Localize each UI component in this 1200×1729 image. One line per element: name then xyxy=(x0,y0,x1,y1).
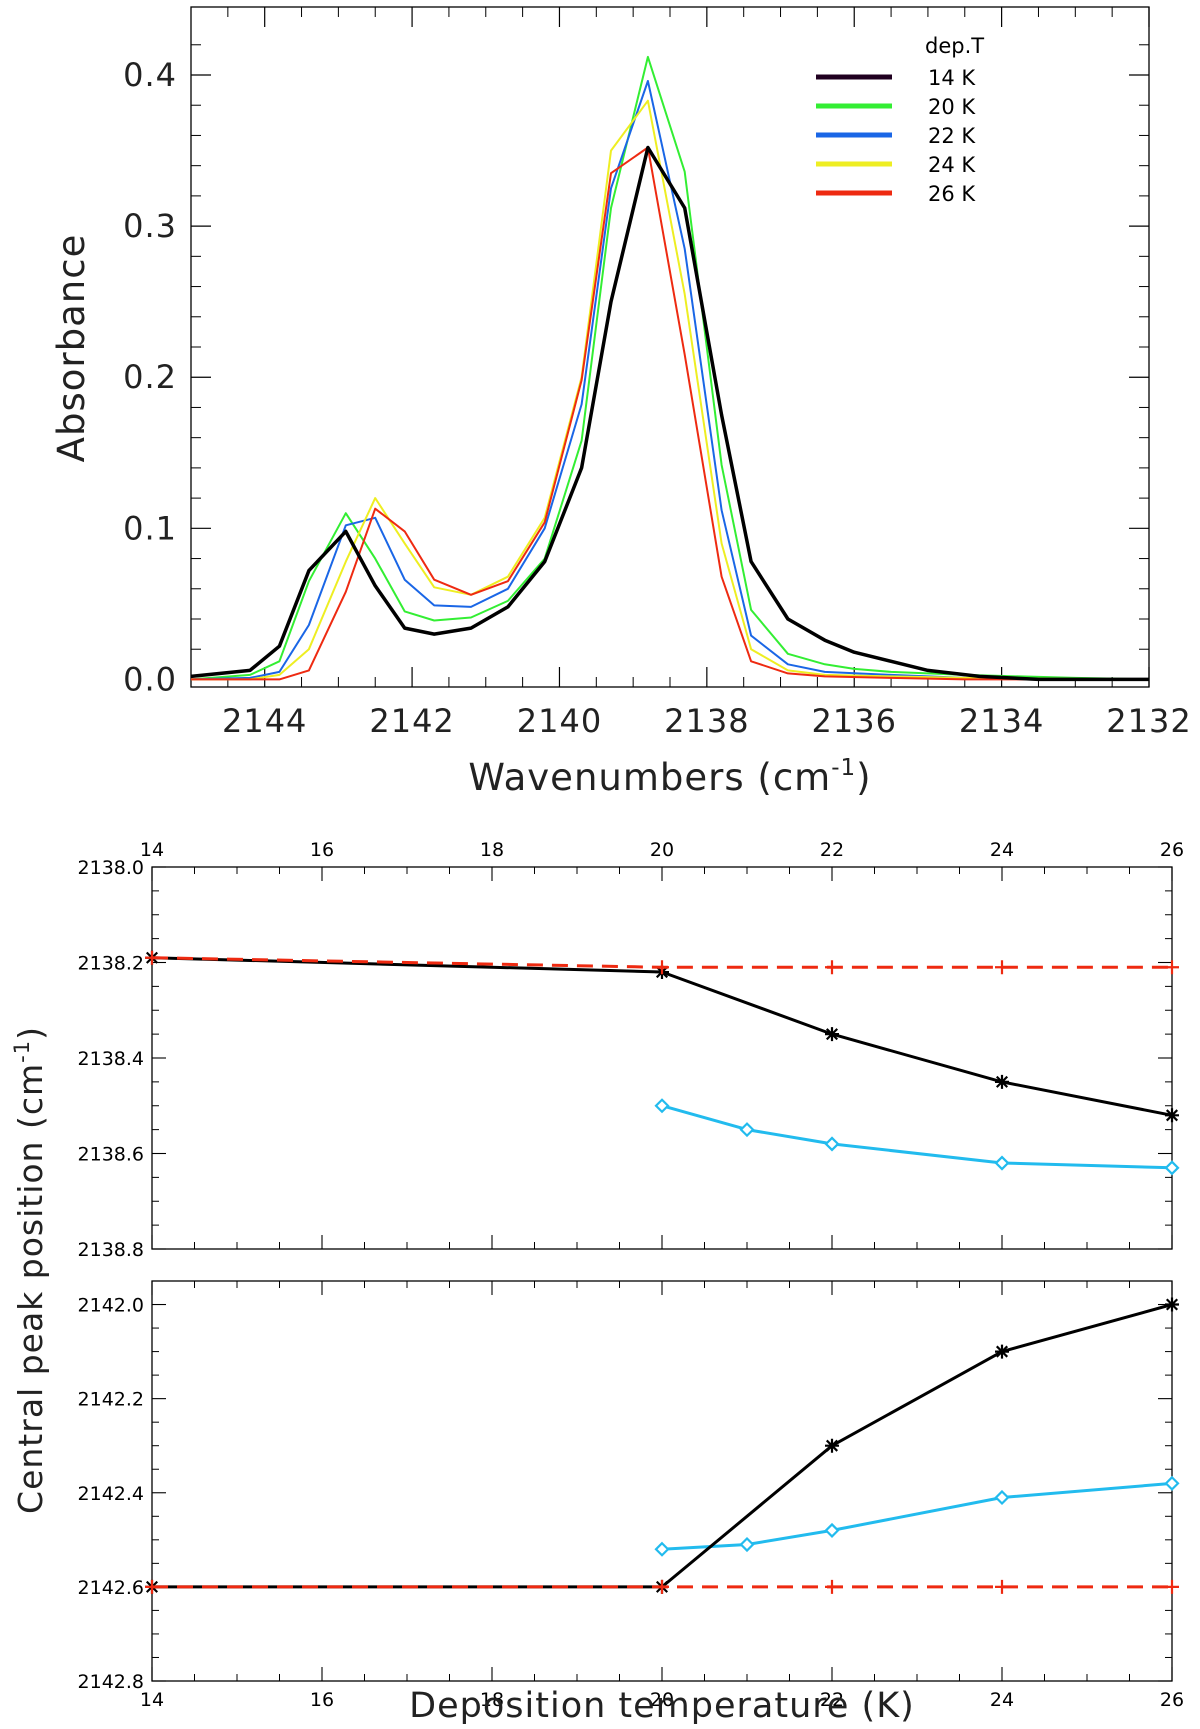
peaks-upper-line xyxy=(661,1104,1173,1170)
spectra-x-axis-label: Wavenumbers (cm-1) xyxy=(468,755,871,799)
legend-label: 24 K xyxy=(928,153,976,177)
peaks-top-x-tick-label: 20 xyxy=(650,839,674,861)
peaks-lower-line xyxy=(661,1481,1173,1551)
peaks-point-plus xyxy=(655,1579,669,1594)
spectra-x-tick-label: 2138 xyxy=(664,702,749,740)
peaks-lower-series-cyan-diamond xyxy=(654,1475,1180,1557)
legend-label: 22 K xyxy=(928,124,976,148)
spectra-x-tick-label: 2142 xyxy=(369,702,454,740)
peaks-y-tick-label: 2138.2 xyxy=(78,953,144,975)
spectra-y-tick-label: 0.1 xyxy=(123,509,177,547)
spectra-y-tick-label: 0.4 xyxy=(123,56,177,94)
peaks-point-asterisk xyxy=(1165,1297,1179,1312)
peaks-point-plus xyxy=(825,1579,839,1594)
peaks-y-tick-label: 2138.8 xyxy=(78,1239,144,1261)
peaks-point-plus xyxy=(145,1579,159,1594)
peaks-point-diamond xyxy=(739,1536,755,1553)
peaks-y-tick-label: 2138.0 xyxy=(78,857,144,879)
peaks-y-tick-label: 2142.8 xyxy=(78,1671,144,1693)
legend-title: dep.T xyxy=(925,34,984,58)
peaks-point-plus xyxy=(1165,960,1179,975)
peak-position-chart: 14 14 16 16 18 18 20 20 22 22 24 24 26 26 2138.0 2138.2… xyxy=(10,839,1184,1726)
peaks-point-diamond xyxy=(1164,1475,1180,1491)
peaks-upper-series-black-asterisk xyxy=(145,950,1179,1123)
peaks-point-asterisk xyxy=(1165,1108,1179,1123)
spectra-legend: dep.T 14 K 20 K 22 K 24 K 26 K xyxy=(816,34,984,206)
peaks-point-plus xyxy=(655,960,669,975)
peaks-x-axis-label: Deposition temperature (K) xyxy=(409,1686,915,1726)
spectra-x-tick-label: 2136 xyxy=(812,702,897,740)
peaks-point-diamond xyxy=(824,1522,840,1538)
peaks-top-x-tick-label: 16 xyxy=(310,839,334,861)
spectra-y-tick-label: 0.3 xyxy=(123,207,177,245)
peaks-top-x-tick-label: 24 xyxy=(990,839,1014,861)
peaks-lower-series-red-dashed xyxy=(145,1579,1179,1594)
spectra-y-tick-label: 0.0 xyxy=(123,660,177,698)
legend-label: 14 K xyxy=(928,66,976,90)
peaks-y-tick-label: 2142.4 xyxy=(78,1483,144,1505)
spectra-x-tick-label: 2134 xyxy=(959,702,1044,740)
peaks-point-diamond xyxy=(739,1122,755,1138)
peaks-bottom-x-tick-label: 26 xyxy=(1160,1689,1184,1711)
peaks-top-x-tick-label: 26 xyxy=(1160,839,1184,861)
absorbance-spectra-chart: 2144 2142 2140 2138 2136 2134 2132 0.0 0.1 0.2 0.3… xyxy=(50,6,1191,799)
spectra-y-tick-label: 0.2 xyxy=(123,358,177,396)
peaks-point-diamond xyxy=(994,1155,1010,1171)
legend-label: 26 K xyxy=(928,182,976,206)
peaks-lower-panel-frame xyxy=(151,1280,1173,1682)
peaks-bottom-x-tick-label: 18 xyxy=(480,1689,504,1711)
peaks-y-tick-label: 2142.0 xyxy=(78,1295,144,1317)
spectra-x-tick-label: 2140 xyxy=(517,702,602,740)
spectra-plot-frame xyxy=(190,6,1150,688)
peaks-point-asterisk xyxy=(825,1438,839,1453)
peaks-y-tick-label: 2142.6 xyxy=(78,1577,144,1599)
peaks-bottom-x-tick-label: 16 xyxy=(310,1689,334,1711)
peaks-point-diamond xyxy=(654,1098,670,1114)
peaks-top-x-tick-label: 18 xyxy=(480,839,504,861)
peaks-point-plus xyxy=(995,960,1009,975)
peaks-point-asterisk xyxy=(825,1027,839,1042)
spectra-series-group xyxy=(190,55,1150,682)
peaks-top-x-tick-label: 22 xyxy=(820,839,844,861)
peaks-point-plus xyxy=(145,950,159,965)
peaks-point-diamond xyxy=(1164,1160,1180,1176)
peaks-point-asterisk xyxy=(995,1074,1009,1089)
peaks-series-group xyxy=(145,950,1180,1594)
peaks-bottom-x-tick-label: 24 xyxy=(990,1689,1014,1711)
peaks-top-x-tick-label: 14 xyxy=(140,839,164,861)
spectra-line-14k xyxy=(190,145,1149,682)
peaks-upper-series-red-dashed xyxy=(145,950,1179,975)
spectra-x-tick-label: 2144 xyxy=(222,702,307,740)
peaks-upper-series-cyan-diamond xyxy=(654,1098,1180,1176)
spectra-ticks: 2144 2142 2140 2138 2136 2134 2132 0.0 0.1 0.2 0.3… xyxy=(123,7,1191,740)
legend-label: 20 K xyxy=(928,95,976,119)
spectra-x-tick-label: 2132 xyxy=(1106,702,1191,740)
spectra-line-26k xyxy=(191,146,1149,681)
spectra-line-24k xyxy=(191,99,1150,681)
peaks-bottom-x-tick-label: 22 xyxy=(820,1689,844,1711)
peaks-point-diamond xyxy=(654,1541,670,1557)
peaks-bottom-x-tick-label: 14 xyxy=(140,1689,164,1711)
peaks-point-asterisk xyxy=(995,1344,1009,1359)
spectra-line-22k xyxy=(190,80,1150,681)
peaks-upper-line xyxy=(151,956,1173,1117)
peaks-point-diamond xyxy=(994,1489,1010,1506)
peaks-bottom-x-tick-label: 20 xyxy=(650,1689,674,1711)
peaks-y-axis-label: Central peak position (cm-1) xyxy=(10,1026,50,1514)
peaks-y-tick-label: 2138.4 xyxy=(78,1048,144,1070)
peaks-y-tick-label: 2142.2 xyxy=(78,1389,144,1411)
peaks-point-plus xyxy=(825,960,839,975)
peaks-upper-panel-frame xyxy=(151,866,1173,1250)
peaks-point-plus xyxy=(995,1579,1009,1594)
peaks-ticks: 14 14 16 16 18 18 20 20 22 22 24 24 26 26 2138.0 2138.2… xyxy=(78,839,1185,1711)
peaks-point-plus xyxy=(1165,1579,1179,1594)
peaks-y-tick-label: 2138.6 xyxy=(78,1144,144,1166)
spectra-y-axis-label: Absorbance xyxy=(50,234,93,463)
peaks-point-diamond xyxy=(824,1136,840,1152)
spectra-line-20k xyxy=(190,55,1150,681)
